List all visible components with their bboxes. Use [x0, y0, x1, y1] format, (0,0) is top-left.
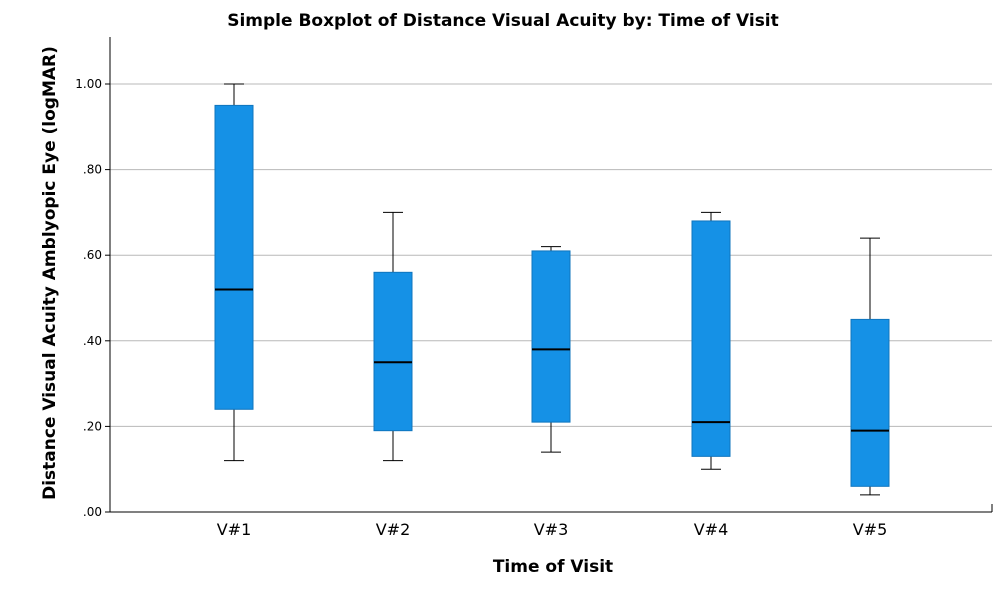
y-tick-label: .00: [83, 505, 102, 519]
chart-title: Simple Boxplot of Distance Visual Acuity…: [227, 11, 779, 31]
y-tick-label: 1.00: [75, 77, 102, 91]
box-iqr: [531, 250, 571, 423]
y-tick-label: .80: [83, 163, 102, 177]
y-tick-label: .60: [83, 248, 102, 262]
y-tick-label: .40: [83, 334, 102, 348]
x-axis-title: Time of Visit: [493, 557, 613, 577]
x-category-label: V#2: [376, 520, 411, 539]
box-iqr: [373, 271, 413, 432]
x-category-label: V#1: [217, 520, 252, 539]
y-tick-label: .20: [83, 419, 102, 433]
box-layer: [214, 83, 890, 496]
box-iqr: [850, 318, 890, 487]
x-category-label: V#3: [534, 520, 569, 539]
axis-layer: .00 .20 .40 .60 .80 1.00 V#1 V#2 V#3 V#4 V#5: [75, 37, 993, 539]
x-category-label: V#5: [853, 520, 888, 539]
box-iqr: [214, 104, 254, 410]
y-axis-title: Distance Visual Acuity Amblyopic Eye (lo…: [40, 46, 60, 500]
box-iqr: [691, 220, 731, 457]
x-category-label: V#4: [694, 520, 729, 539]
